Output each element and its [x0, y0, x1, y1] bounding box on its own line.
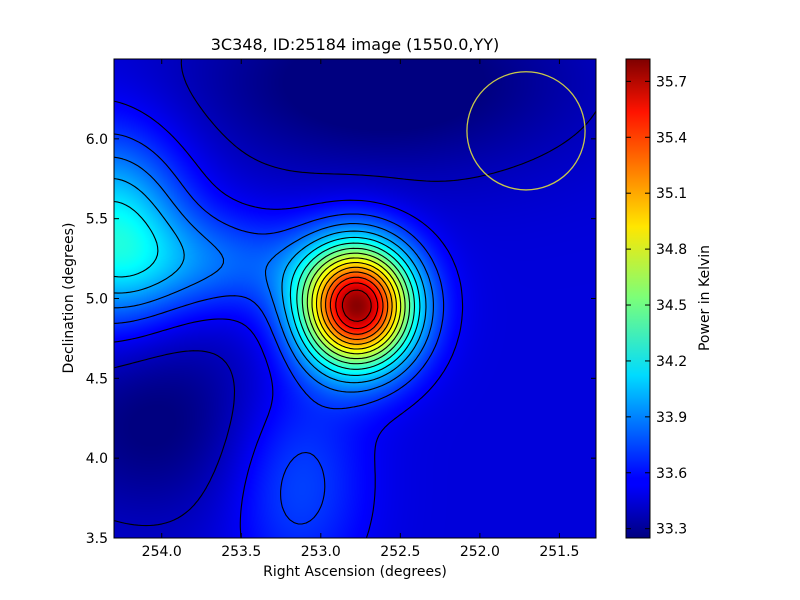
contour-line	[320, 266, 393, 345]
contour-line	[341, 289, 372, 322]
colorbar-tick-label: 34.2	[656, 354, 687, 370]
contour-line	[296, 242, 416, 370]
x-tick-label: 251.5	[539, 544, 579, 560]
heatmap-image	[114, 59, 596, 538]
colorbar-ticks: 33.3 33.6 33.9 34.2 34.5 34.8 35.1 35.4 35.7	[626, 74, 687, 538]
y-tick-label: 5.0	[86, 292, 108, 308]
beam-circle	[466, 71, 586, 191]
chart-title: 3C348, ID:25184 image (1550.0,YY)	[211, 35, 500, 54]
colorbar-tick-label: 35.7	[656, 74, 687, 90]
y-tick-label: 3.5	[86, 531, 108, 547]
contour-line	[301, 247, 411, 365]
colorbar-tick-label: 33.9	[656, 410, 687, 426]
colorbar-gradient	[626, 59, 650, 538]
contour-line	[114, 133, 445, 525]
plot-area	[113, 58, 597, 539]
x-axis: 254.0 253.5 253.0 252.5 252.0 251.5	[142, 59, 579, 560]
contour-lines	[114, 59, 596, 538]
x-tick-label: 252.0	[460, 544, 500, 560]
y-axis-label: Declination (degrees)	[61, 223, 77, 374]
colorbar-tick-label: 34.8	[656, 242, 687, 258]
contour-line	[114, 156, 434, 393]
y-axis: 3.5 4.0 4.5 5.0 5.5 6.0	[86, 132, 596, 547]
colorbar-tick-label: 35.4	[656, 130, 687, 146]
contour-line	[311, 257, 402, 355]
contour-line	[114, 200, 421, 376]
colorbar-frame	[625, 58, 651, 539]
contour-line	[329, 276, 384, 335]
colorbar-tick-label: 33.6	[656, 466, 687, 482]
contour-line	[114, 178, 427, 384]
y-tick-label: 6.0	[86, 132, 108, 148]
x-tick-label: 253.5	[221, 544, 261, 560]
colorbar-tick-label: 35.1	[656, 186, 687, 202]
contour-line	[315, 262, 397, 350]
x-tick-label: 252.5	[380, 544, 420, 560]
y-tick-label: 4.5	[86, 371, 108, 387]
contour-line	[114, 100, 464, 538]
y-tick-label: 4.0	[86, 451, 108, 467]
contour-line	[306, 252, 406, 360]
contour-line	[114, 59, 596, 527]
x-tick-label: 253.0	[301, 544, 341, 560]
annotations	[466, 71, 586, 191]
colorbar: 33.3 33.6 33.9 34.2 34.5 34.8 35.1 35.4 35.7 Pow…	[625, 58, 713, 539]
x-tick-label: 254.0	[142, 544, 182, 560]
contour-line	[325, 271, 389, 340]
x-axis-label: Right Ascension (degrees)	[263, 564, 447, 580]
colorbar-tick-label: 33.3	[656, 522, 687, 538]
colorbar-label: Power in Kelvin	[697, 245, 713, 351]
contour-line	[335, 282, 379, 330]
colorbar-tick-label: 34.5	[656, 298, 687, 314]
y-tick-label: 5.5	[86, 212, 108, 228]
